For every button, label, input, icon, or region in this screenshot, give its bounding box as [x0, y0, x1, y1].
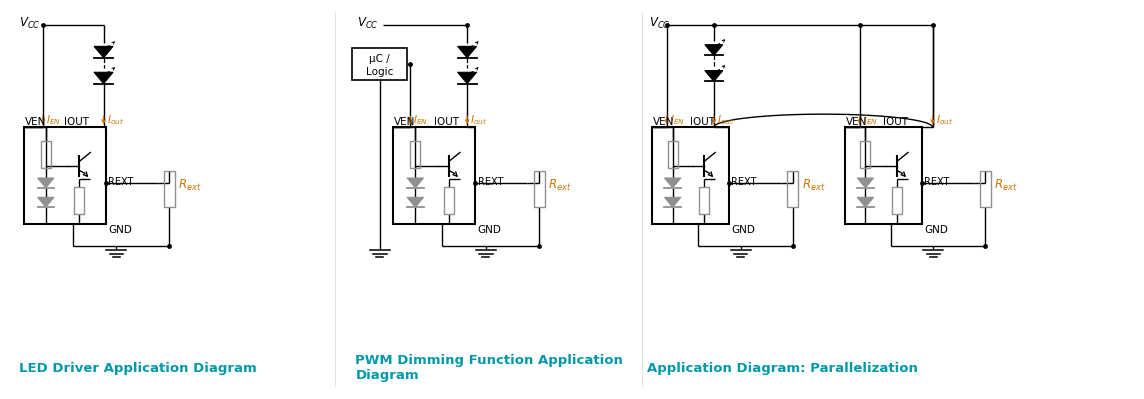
Text: VEN: VEN: [653, 117, 674, 127]
Text: VEN: VEN: [395, 117, 415, 127]
Text: LED Driver Application Diagram: LED Driver Application Diagram: [18, 362, 256, 375]
Polygon shape: [857, 198, 874, 207]
Text: PWM Dimming Function Application
Diagram: PWM Dimming Function Application Diagram: [356, 354, 623, 382]
Text: $R_{ext}$: $R_{ext}$: [802, 178, 825, 193]
Bar: [411, 141, 420, 168]
Text: VEN: VEN: [845, 117, 867, 127]
Bar: [652, 127, 729, 224]
Text: $I_{out}$: $I_{out}$: [936, 113, 953, 127]
Bar: [352, 47, 407, 81]
Text: GND: GND: [477, 225, 501, 235]
Text: $R_{ext}$: $R_{ext}$: [994, 178, 1018, 193]
Bar: [668, 141, 677, 168]
Bar: [844, 127, 922, 224]
Text: IOUT: IOUT: [434, 117, 459, 127]
Polygon shape: [94, 72, 113, 84]
Text: IOUT: IOUT: [690, 117, 715, 127]
Polygon shape: [705, 45, 723, 55]
Text: REXT: REXT: [108, 177, 134, 187]
Text: $R_{ext}$: $R_{ext}$: [548, 178, 572, 193]
Bar: [787, 171, 799, 207]
Bar: [699, 187, 709, 214]
Polygon shape: [407, 178, 423, 188]
Bar: [394, 127, 475, 224]
Bar: [164, 171, 175, 207]
Polygon shape: [458, 72, 477, 84]
Text: $R_{ext}$: $R_{ext}$: [178, 178, 202, 193]
Bar: [444, 187, 454, 214]
Text: IOUT: IOUT: [64, 117, 89, 127]
Text: GND: GND: [731, 225, 755, 235]
Text: $I_{out}$: $I_{out}$: [106, 113, 124, 127]
Polygon shape: [407, 198, 423, 207]
Text: Application Diagram: Parallelization: Application Diagram: Parallelization: [646, 362, 917, 375]
Polygon shape: [38, 178, 54, 188]
Polygon shape: [665, 198, 681, 207]
Text: REXT: REXT: [477, 177, 503, 187]
Text: REXT: REXT: [924, 177, 950, 187]
Text: GND: GND: [924, 225, 948, 235]
Text: GND: GND: [108, 225, 132, 235]
Polygon shape: [665, 178, 681, 188]
Text: $V_{CC}$: $V_{CC}$: [18, 16, 40, 31]
Text: VEN: VEN: [25, 117, 46, 127]
Text: Logic: Logic: [366, 67, 394, 77]
Text: $V_{CC}$: $V_{CC}$: [357, 16, 379, 31]
Bar: [533, 171, 545, 207]
Text: $I_{EN}$: $I_{EN}$: [413, 113, 428, 127]
Polygon shape: [458, 46, 477, 58]
Bar: [860, 141, 871, 168]
Bar: [74, 187, 85, 214]
Text: $I_{out}$: $I_{out}$: [470, 113, 487, 127]
Text: IOUT: IOUT: [882, 117, 907, 127]
Bar: [24, 127, 105, 224]
Bar: [41, 141, 50, 168]
Text: $I_{EN}$: $I_{EN}$: [46, 113, 61, 127]
Polygon shape: [857, 178, 874, 188]
Polygon shape: [94, 46, 113, 58]
Text: $I_{EN}$: $I_{EN}$: [670, 113, 685, 127]
Text: $V_{CC}$: $V_{CC}$: [649, 16, 670, 31]
Text: $I_{out}$: $I_{out}$: [717, 113, 734, 127]
Bar: [980, 171, 991, 207]
Text: μC /: μC /: [370, 54, 390, 64]
Polygon shape: [38, 198, 54, 207]
Text: $I_{EN}$: $I_{EN}$: [863, 113, 877, 127]
Bar: [892, 187, 901, 214]
Polygon shape: [705, 71, 723, 81]
Text: REXT: REXT: [731, 177, 756, 187]
